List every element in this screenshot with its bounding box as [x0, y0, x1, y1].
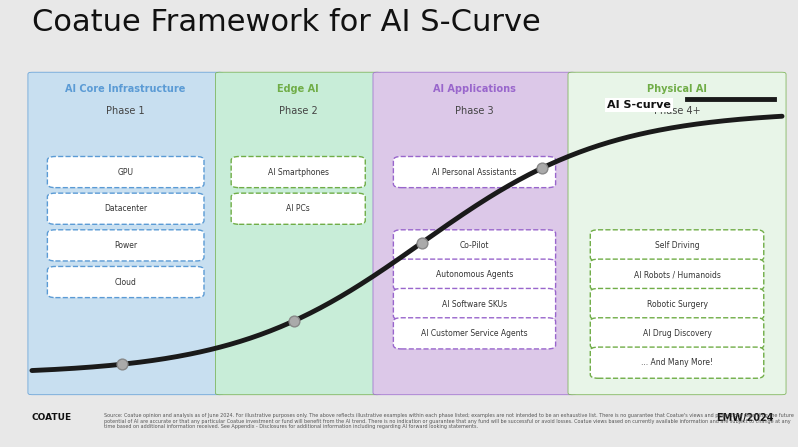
Text: AI PCs: AI PCs	[286, 204, 310, 213]
FancyBboxPatch shape	[47, 266, 204, 298]
FancyBboxPatch shape	[393, 288, 555, 320]
Text: Power: Power	[114, 241, 137, 250]
Text: Datacenter: Datacenter	[104, 204, 148, 213]
Text: AI Customer Service Agents: AI Customer Service Agents	[421, 329, 527, 338]
FancyBboxPatch shape	[591, 347, 764, 378]
Text: Cloud: Cloud	[115, 278, 136, 287]
FancyBboxPatch shape	[591, 230, 764, 261]
Text: AI Drug Discovery: AI Drug Discovery	[642, 329, 712, 338]
Text: Source: Coatue opinion and analysis as of June 2024. For illustrative purposes o: Source: Coatue opinion and analysis as o…	[104, 413, 794, 430]
Point	[535, 164, 548, 172]
Text: AI Personal Assistants: AI Personal Assistants	[433, 168, 516, 177]
Text: Phase 4+: Phase 4+	[654, 105, 701, 116]
Text: Physical AI: Physical AI	[647, 84, 707, 94]
FancyBboxPatch shape	[47, 156, 204, 188]
Point	[116, 361, 128, 368]
FancyBboxPatch shape	[393, 318, 555, 349]
Text: Phase 1: Phase 1	[106, 105, 145, 116]
FancyBboxPatch shape	[568, 72, 786, 395]
FancyBboxPatch shape	[215, 72, 381, 395]
FancyBboxPatch shape	[591, 288, 764, 320]
Text: AI Core Infrastructure: AI Core Infrastructure	[65, 84, 186, 94]
Text: EMW/2024: EMW/2024	[717, 413, 774, 423]
FancyBboxPatch shape	[591, 259, 764, 290]
FancyBboxPatch shape	[231, 193, 365, 224]
Text: Self Driving: Self Driving	[654, 241, 699, 250]
FancyBboxPatch shape	[393, 259, 555, 290]
Text: AI Applications: AI Applications	[433, 84, 516, 94]
Text: ... And Many More!: ... And Many More!	[641, 358, 713, 367]
Text: Edge AI: Edge AI	[278, 84, 319, 94]
Text: AI Smartphones: AI Smartphones	[267, 168, 329, 177]
Text: GPU: GPU	[117, 168, 134, 177]
FancyBboxPatch shape	[393, 230, 555, 261]
FancyBboxPatch shape	[47, 193, 204, 224]
Text: Phase 3: Phase 3	[455, 105, 494, 116]
FancyBboxPatch shape	[591, 318, 764, 349]
Text: COATUE: COATUE	[32, 413, 72, 422]
FancyBboxPatch shape	[47, 230, 204, 261]
FancyBboxPatch shape	[28, 72, 223, 395]
Text: AI Software SKUs: AI Software SKUs	[442, 299, 507, 308]
Text: Co-Pilot: Co-Pilot	[460, 241, 489, 250]
Text: Coatue Framework for AI S-Curve: Coatue Framework for AI S-Curve	[32, 8, 541, 37]
FancyBboxPatch shape	[373, 72, 576, 395]
Text: Autonomous Agents: Autonomous Agents	[436, 270, 513, 279]
FancyBboxPatch shape	[393, 156, 555, 188]
FancyBboxPatch shape	[231, 156, 365, 188]
Point	[416, 239, 429, 246]
Text: AI S-curve: AI S-curve	[607, 100, 671, 110]
Text: AI Robots / Humanoids: AI Robots / Humanoids	[634, 270, 721, 279]
Text: Phase 2: Phase 2	[279, 105, 318, 116]
Point	[288, 317, 301, 324]
Text: Robotic Surgery: Robotic Surgery	[646, 299, 708, 308]
